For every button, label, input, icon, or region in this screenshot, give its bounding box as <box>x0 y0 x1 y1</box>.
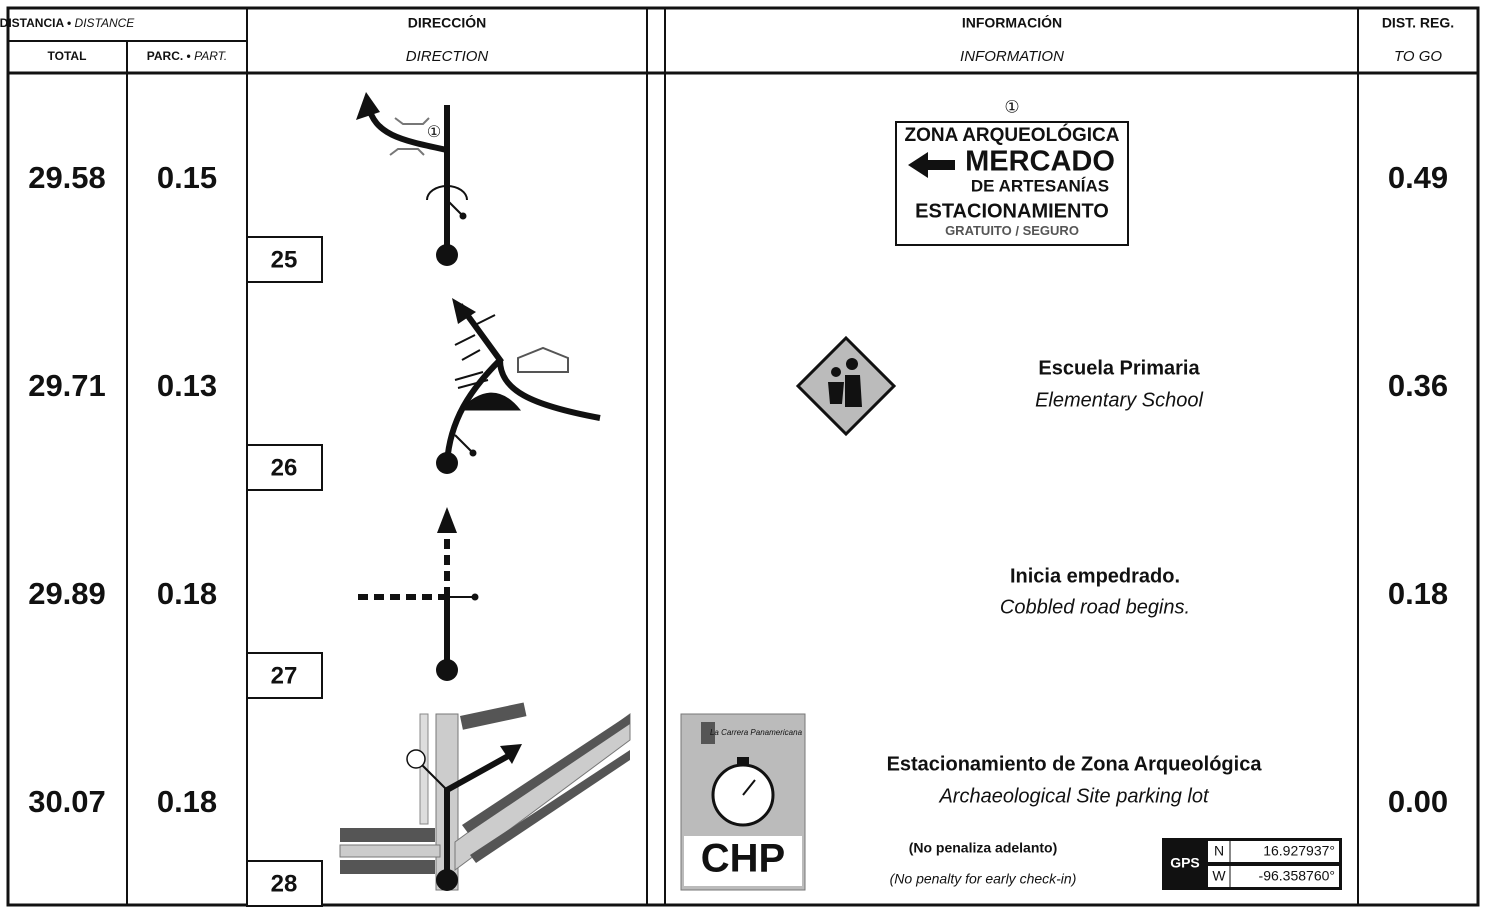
note-en: (No penalty for early check-in) <box>890 871 1077 887</box>
sign-frame <box>895 121 1129 246</box>
header-information-en: INFORMATION <box>960 48 1064 65</box>
sign-line: MERCADO <box>965 146 1115 178</box>
total-distance: 29.58 <box>28 160 106 195</box>
chp-card <box>680 713 806 891</box>
note-es: (No penaliza adelanto) <box>909 840 1058 856</box>
step-number-box <box>246 236 323 283</box>
diagram-25 <box>356 92 468 266</box>
sign-line: ESTACIONAMIENTO <box>915 200 1109 222</box>
sign-arrow <box>908 152 955 178</box>
sign-line: ZONA ARQUEOLÓGICA <box>905 124 1120 146</box>
diagram-27 <box>358 507 479 681</box>
card-brand: La Carrera Panamericana <box>710 728 803 737</box>
to-go-distance: 0.18 <box>1388 576 1448 611</box>
school-sign <box>795 335 897 437</box>
step-number-box <box>246 652 323 699</box>
header-to-go: DIST. REG. <box>1382 15 1454 31</box>
gps-lat-dir: N <box>1214 843 1224 859</box>
header-distance: DISTANCIA • DISTANCE <box>0 16 135 30</box>
header-total: TOTAL <box>48 49 87 63</box>
gps-lon-dir: W <box>1212 868 1226 884</box>
partial-distance: 0.18 <box>157 784 217 819</box>
sign-marker: ① <box>1004 97 1019 116</box>
info-en: Elementary School <box>1035 389 1203 411</box>
partial-distance: 0.18 <box>157 576 217 611</box>
table-grid <box>6 6 1480 907</box>
info-es: Inicia empedrado. <box>1010 565 1180 587</box>
step-number: 26 <box>271 454 298 481</box>
gps-lon: -96.358760° <box>1259 868 1335 884</box>
info-en: Cobbled road begins. <box>1000 596 1190 618</box>
header-information: INFORMACIÓN <box>962 14 1062 31</box>
partial-distance: 0.15 <box>157 160 217 195</box>
to-go-distance: 0.36 <box>1388 368 1448 403</box>
total-distance: 30.07 <box>28 784 106 819</box>
step-number: 25 <box>271 246 298 273</box>
gps-lat: 16.927937° <box>1263 843 1335 859</box>
to-go-distance: 0.49 <box>1388 160 1448 195</box>
sign-line: DE ARTESANÍAS <box>971 176 1109 195</box>
partial-distance: 0.13 <box>157 368 217 403</box>
to-go-distance: 0.00 <box>1388 784 1448 819</box>
header-partial: PARC. • PART. <box>147 49 227 63</box>
header-direction: DIRECCIÓN <box>408 14 487 31</box>
card-code: CHP <box>701 837 785 881</box>
sign-line: GRATUITO / SEGURO <box>945 223 1079 238</box>
info-es: Estacionamiento de Zona Arqueológica <box>887 753 1263 775</box>
gps-box <box>1162 838 1342 890</box>
total-distance: 29.89 <box>28 576 106 611</box>
diagram-marker: ① <box>427 124 441 141</box>
header-to-go-en: TO GO <box>1394 48 1442 65</box>
step-number: 28 <box>271 870 298 897</box>
info-en: Archaeological Site parking lot <box>938 785 1209 807</box>
step-number: 27 <box>271 662 298 689</box>
header-direction-en: DIRECTION <box>406 48 489 65</box>
step-number-box <box>246 444 323 491</box>
diagram-28 <box>339 702 631 891</box>
gps-label: GPS <box>1170 855 1200 871</box>
total-distance: 29.71 <box>28 368 106 403</box>
info-es: Escuela Primaria <box>1038 357 1200 379</box>
diagram-26 <box>436 298 601 474</box>
step-number-box <box>246 860 323 907</box>
